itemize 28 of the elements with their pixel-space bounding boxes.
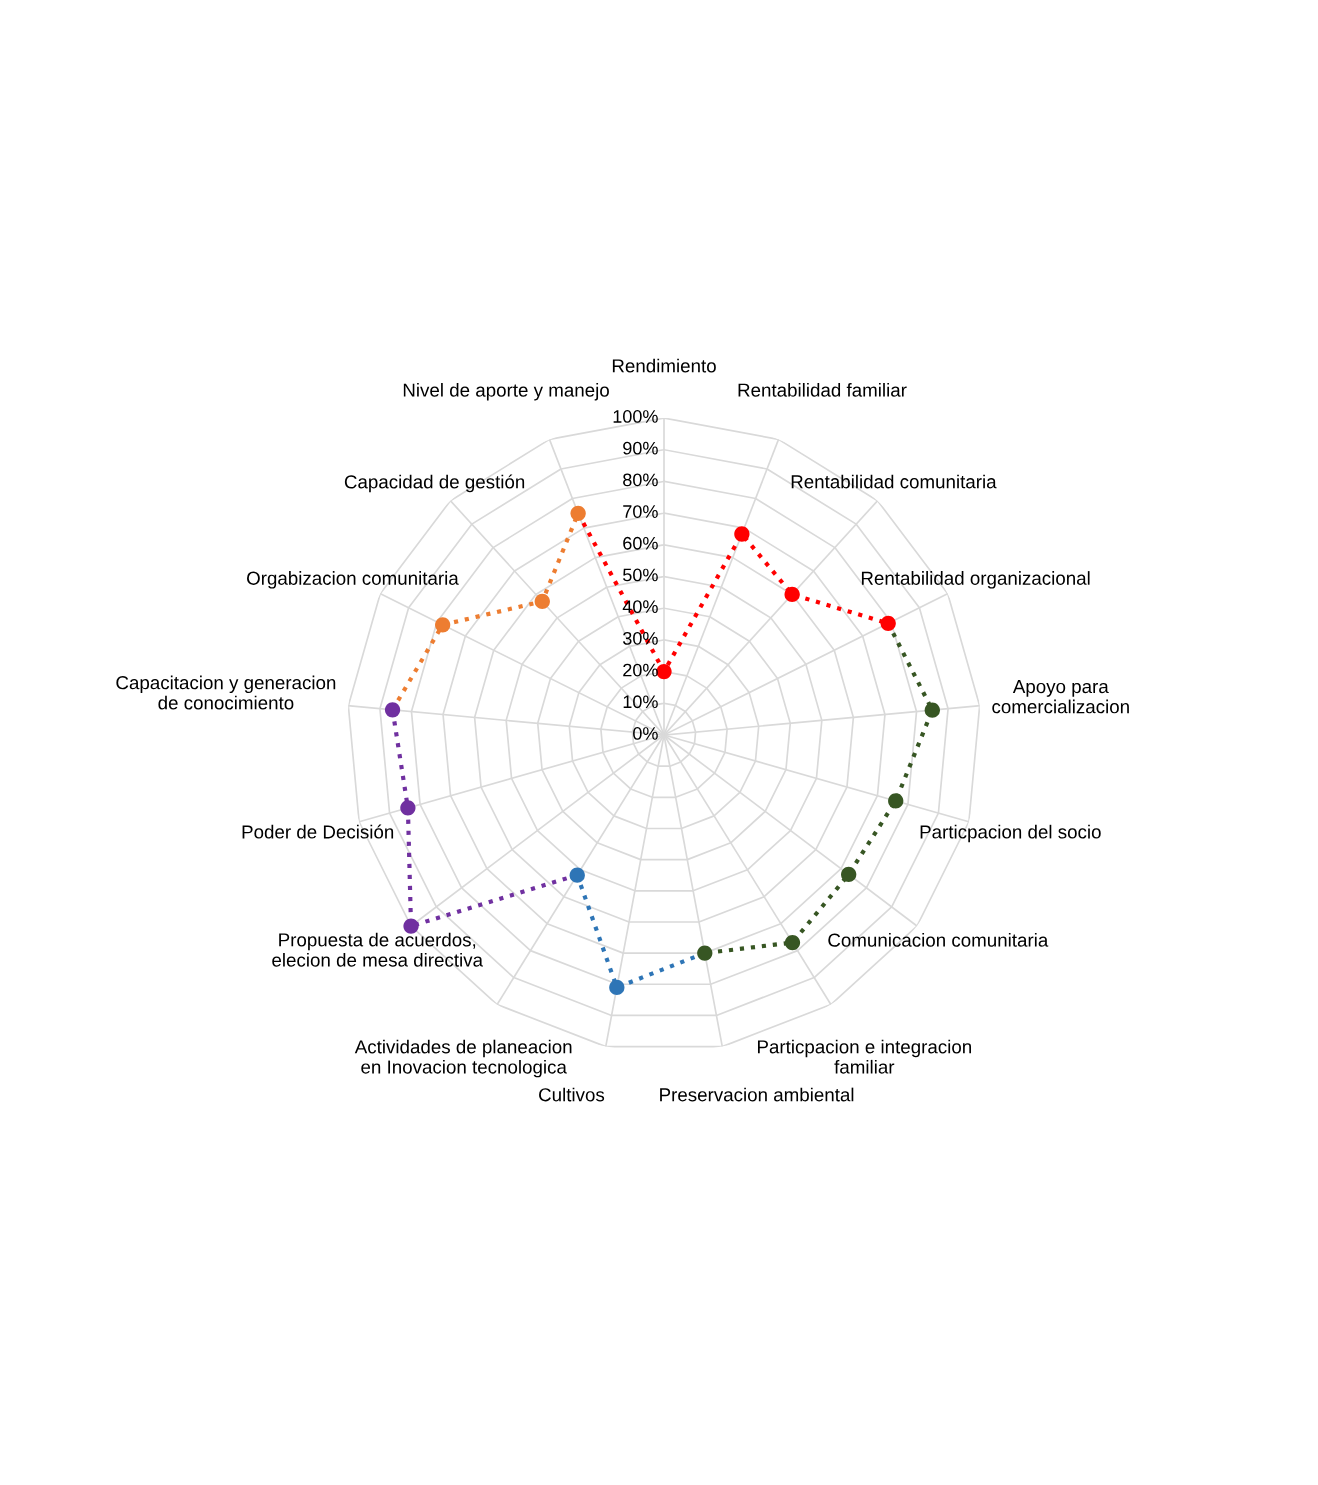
spoke-label: Actividades de planeacion en Inovacion tecnologica — [354, 1039, 572, 1078]
spoke-label: Comunicacion comunitaria — [828, 933, 1049, 947]
spoke-label: Capacidad de gestión — [344, 474, 525, 493]
y-tick-label: 40% — [622, 600, 658, 614]
spoke-label: Capacitacion y generacion de conocimiento — [116, 675, 336, 710]
y-tick-label: 20% — [623, 663, 658, 677]
spoke-label: Particpacion e integracion familiar — [757, 1039, 971, 1074]
spoke-label: Nivel de aporte y manejo — [403, 383, 609, 401]
y-tick-label: 70% — [623, 505, 658, 518]
spoke-label: Orgabizacion comunitaria — [247, 571, 459, 589]
spoke-label: Rendimiento — [612, 358, 716, 373]
spoke-label: Preservacion ambiental — [660, 1087, 854, 1102]
spoke-label: Rentabilidad organizacional — [861, 571, 1090, 589]
y-tick-label: 60% — [623, 536, 658, 550]
y-tick-label: 80% — [623, 473, 658, 487]
spoke-label: Particpacion del socio — [920, 824, 1101, 843]
spoke-label: Rentabilidad comunitaria — [791, 474, 997, 489]
y-tick-label: 100% — [613, 410, 658, 423]
y-tick-label: 10% — [623, 695, 658, 709]
spoke-label: Apoyo para comercializacion — [992, 680, 1129, 714]
y-tick-label: 0% — [633, 727, 658, 740]
spoke-label: Poder de Decisión — [242, 824, 394, 839]
spoke-label: Propuesta de acuerdos, elecion de mesa directiva — [272, 932, 484, 967]
y-tick-label: 90% — [623, 441, 658, 455]
spoke-label: Cultivos — [539, 1087, 605, 1102]
y-tick-label: 30% — [623, 631, 658, 645]
y-tick-label: 50% — [623, 568, 658, 582]
spoke-label: Rentabilidad familiar — [738, 383, 907, 397]
